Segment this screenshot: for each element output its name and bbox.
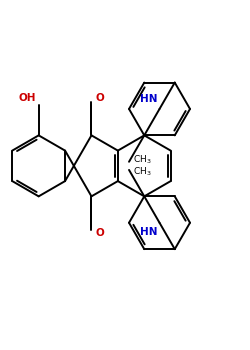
Text: CH$_3$: CH$_3$ (133, 165, 151, 178)
Text: O: O (95, 228, 104, 238)
Text: OH: OH (19, 93, 36, 103)
Text: HN: HN (140, 94, 158, 104)
Text: CH$_3$: CH$_3$ (133, 154, 151, 167)
Text: HN: HN (140, 227, 158, 237)
Text: O: O (95, 93, 104, 103)
